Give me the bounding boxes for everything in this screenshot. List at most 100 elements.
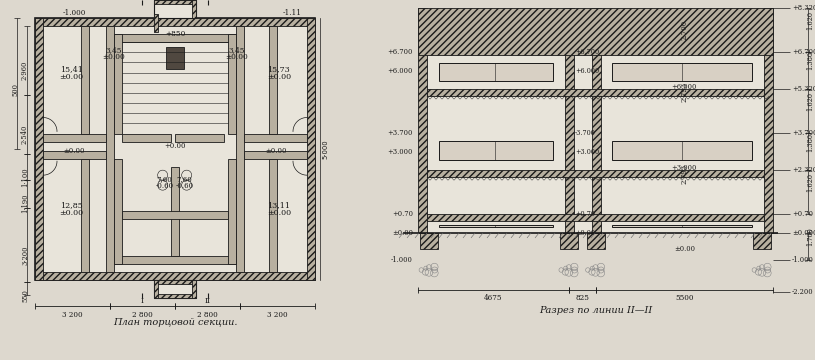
Bar: [121, 211, 228, 219]
Bar: [113, 34, 121, 134]
Text: II: II: [205, 297, 210, 305]
Text: ±0.00: ±0.00: [59, 73, 83, 81]
Text: 3,45: 3,45: [105, 46, 122, 54]
Text: +0.00: +0.00: [165, 142, 186, 150]
Text: +3.700: +3.700: [792, 129, 815, 137]
Bar: [166, 47, 184, 69]
Text: 2·960: 2·960: [21, 60, 29, 80]
Text: ±0.00: ±0.00: [267, 209, 291, 217]
Bar: [154, 0, 196, 4]
Text: 2 800: 2 800: [197, 311, 218, 319]
Bar: [154, 280, 196, 298]
Bar: [244, 134, 307, 141]
Text: -3.700: -3.700: [575, 129, 596, 137]
Bar: [113, 159, 121, 264]
Bar: [154, 280, 196, 284]
Text: 2 800: 2 800: [132, 311, 152, 319]
Text: ±0.00: ±0.00: [103, 53, 125, 61]
Text: 7,60: 7,60: [156, 175, 173, 183]
Bar: [35, 272, 315, 280]
Bar: [174, 134, 223, 141]
Text: -0.60: -0.60: [175, 182, 194, 190]
Text: 5500: 5500: [675, 294, 694, 302]
Bar: [43, 134, 106, 141]
Text: +3.000: +3.000: [672, 164, 697, 172]
Text: 1.620: 1.620: [806, 173, 814, 192]
Text: 1.620: 1.620: [806, 92, 814, 111]
Text: +0.70: +0.70: [392, 210, 413, 218]
Text: План торцовой секции.: План торцовой секции.: [112, 318, 237, 327]
Text: +6.000: +6.000: [575, 67, 599, 75]
Bar: [113, 34, 236, 42]
Bar: [592, 8, 601, 233]
Text: 12,85: 12,85: [59, 201, 82, 209]
Text: I: I: [141, 297, 143, 305]
Text: 550: 550: [21, 289, 29, 302]
Bar: [587, 233, 605, 249]
Bar: [35, 18, 315, 280]
Bar: [307, 18, 315, 280]
Text: 15,73: 15,73: [267, 66, 290, 73]
Text: 3 200: 3 200: [267, 311, 288, 319]
Bar: [192, 0, 196, 18]
Text: 2.793: 2.793: [681, 163, 688, 184]
Text: 2·540: 2·540: [21, 125, 29, 144]
Text: 3·200: 3·200: [21, 245, 29, 265]
Text: ±0.00: ±0.00: [265, 147, 286, 155]
Text: +0.70: +0.70: [792, 210, 813, 218]
Bar: [106, 26, 113, 272]
Bar: [753, 233, 771, 249]
Text: -1.000: -1.000: [391, 256, 413, 264]
Text: +6.000: +6.000: [388, 67, 413, 75]
Bar: [228, 159, 236, 264]
Bar: [43, 151, 106, 159]
Bar: [764, 8, 773, 233]
Text: +3.700: +3.700: [388, 129, 413, 137]
Bar: [418, 8, 773, 233]
Bar: [420, 233, 438, 249]
Text: ±0.00: ±0.00: [59, 209, 83, 217]
Text: ±0.00: ±0.00: [225, 53, 248, 61]
Text: +0.70: +0.70: [575, 210, 595, 218]
Text: +5.320: +5.320: [792, 85, 815, 93]
Bar: [192, 280, 196, 298]
Text: ±0.000: ±0.000: [792, 229, 815, 237]
Bar: [560, 233, 578, 249]
Bar: [154, 0, 196, 18]
Text: 1.620: 1.620: [806, 11, 814, 30]
Bar: [611, 225, 752, 227]
Text: 7,60: 7,60: [177, 175, 192, 183]
Bar: [427, 89, 764, 96]
Text: 3 200: 3 200: [62, 311, 82, 319]
Text: Разрез по линии II—II: Разрез по линии II—II: [539, 306, 652, 315]
Text: -0.60: -0.60: [156, 182, 174, 190]
Bar: [81, 26, 89, 134]
Text: ±0.00: ±0.00: [64, 147, 85, 155]
Bar: [418, 8, 427, 233]
Bar: [439, 63, 553, 81]
Bar: [170, 167, 178, 256]
Bar: [228, 34, 236, 134]
Bar: [270, 26, 277, 134]
Bar: [236, 26, 244, 272]
Text: +6.000: +6.000: [672, 83, 697, 91]
Bar: [121, 134, 170, 141]
Bar: [439, 225, 553, 227]
Text: I: I: [141, 0, 143, 1]
Bar: [611, 141, 752, 160]
Text: ±0.00: ±0.00: [674, 245, 694, 253]
Text: +8.320: +8.320: [792, 4, 815, 12]
Bar: [439, 141, 553, 160]
Bar: [611, 63, 752, 81]
Text: ±0.00: ±0.00: [392, 229, 413, 237]
Text: 1.380: 1.380: [806, 132, 814, 152]
Text: +2.320: +2.320: [792, 166, 815, 174]
Bar: [81, 159, 89, 272]
Text: +850: +850: [165, 30, 185, 38]
Bar: [565, 8, 574, 233]
Text: +6.700: +6.700: [388, 48, 413, 56]
Bar: [154, 280, 158, 298]
Text: 4675: 4675: [484, 294, 503, 302]
Bar: [113, 256, 236, 264]
Bar: [154, 14, 158, 32]
